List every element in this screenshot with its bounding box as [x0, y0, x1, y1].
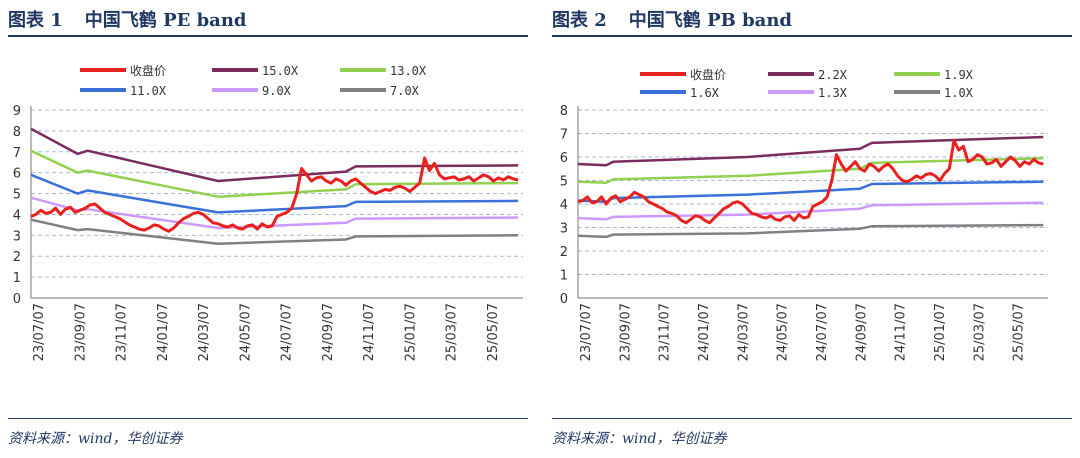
y-tick-label: 7	[560, 128, 568, 143]
legend-label: 11.0X	[130, 84, 167, 98]
x-tick-label: 24/05/07	[776, 303, 791, 361]
figure-title: 中国飞鹤 PB band	[628, 10, 793, 31]
pe-band-panel: 图表 1 中国飞鹤 PE band 0 1 2 3 4 5 6 7 8 9 23/07/07 23/09…	[8, 0, 528, 458]
title-rule	[552, 35, 1072, 37]
series-line	[30, 218, 519, 245]
legend-label: 2.2X	[818, 68, 848, 82]
y-tick-label: 3	[13, 229, 21, 244]
x-tick-label: 25/05/07	[486, 303, 501, 361]
y-tick-label: 0	[13, 292, 21, 307]
legend-label: 收盘价	[690, 67, 726, 82]
source-note: 资料来源：wind，华创证券	[8, 431, 183, 447]
y-tick-label: 5	[560, 175, 568, 190]
figure-label: 图表 1	[8, 10, 63, 31]
x-tick-label: 23/07/07	[32, 303, 47, 361]
x-tick-label: 25/05/07	[1012, 303, 1027, 361]
y-tick-label: 8	[13, 125, 21, 140]
y-tick-label: 4	[13, 208, 21, 223]
y-tick-label: 8	[560, 104, 568, 119]
x-tick-label: 24/03/07	[736, 303, 751, 361]
legend-label: 1.0X	[944, 86, 974, 100]
x-tick-label: 24/03/07	[197, 303, 212, 361]
series-line	[577, 180, 1044, 203]
x-tick-label: 23/09/07	[73, 303, 88, 361]
legend-label: 1.9X	[944, 68, 974, 82]
x-tick-label: 24/07/07	[815, 303, 830, 361]
title-rule	[8, 35, 528, 37]
legend-label: 1.6X	[690, 86, 720, 100]
legend-label: 收盘价	[130, 63, 166, 78]
series-line	[30, 173, 519, 214]
x-tick-label: 24/01/07	[697, 303, 712, 361]
x-tick-label: 25/03/07	[972, 303, 987, 361]
series-line	[577, 156, 1044, 185]
series-line	[577, 223, 1044, 239]
series-line	[577, 201, 1044, 221]
y-tick-label: 2	[560, 245, 568, 260]
legend-label: 9.0X	[262, 84, 292, 98]
chart-title: 图表 2 中国飞鹤 PB band	[552, 6, 792, 32]
y-tick-label: 1	[13, 271, 21, 286]
y-tick-label: 1	[560, 269, 568, 284]
pb-band-chart: 0 1 2 3 4 5 6 7 8 23/07/07 23/09/07 23/11/07 24/01/0…	[560, 67, 1048, 361]
pb-band-panel: 图表 2 中国飞鹤 PB band 0 1 2 3 4 5 6 7 8 23/07/07 23/09/…	[552, 0, 1072, 458]
y-tick-label: 5	[13, 188, 21, 203]
x-tick-label: 24/05/07	[238, 303, 253, 361]
legend-label: 13.0X	[390, 64, 427, 78]
series-line	[30, 149, 519, 198]
x-tick-label: 23/11/07	[658, 303, 673, 361]
y-tick-label: 7	[13, 146, 21, 161]
x-tick-label: 24/01/07	[156, 303, 171, 361]
y-tick-label: 2	[13, 250, 21, 265]
x-tick-label: 24/07/07	[280, 303, 295, 361]
x-tick-label: 24/11/07	[362, 303, 377, 361]
x-tick-label: 25/01/07	[933, 303, 948, 361]
source-rule	[552, 418, 1072, 419]
x-tick-label: 23/07/07	[579, 303, 594, 361]
y-tick-label: 3	[560, 222, 568, 237]
x-tick-label: 25/01/07	[403, 303, 418, 361]
legend-label: 15.0X	[262, 64, 299, 78]
x-tick-label: 24/09/07	[321, 303, 336, 361]
x-tick-label: 24/09/07	[854, 303, 869, 361]
source-rule	[8, 418, 528, 419]
y-tick-label: 9	[13, 104, 21, 119]
y-tick-label: 0	[560, 292, 568, 307]
pe-band-chart: 0 1 2 3 4 5 6 7 8 9 23/07/07 23/09/07 23/11/07 24/01/…	[13, 63, 523, 361]
series-line	[577, 139, 1044, 225]
y-tick-label: 6	[560, 151, 568, 166]
legend-label: 7.0X	[390, 84, 420, 98]
figure-title: 中国飞鹤 PE band	[84, 10, 247, 31]
source-note: 资料来源：wind，华创证券	[552, 431, 727, 447]
x-tick-label: 23/09/07	[618, 303, 633, 361]
x-tick-label: 23/11/07	[115, 303, 130, 361]
chart-title: 图表 1 中国飞鹤 PE band	[8, 6, 247, 32]
x-tick-label: 25/03/07	[445, 303, 460, 361]
y-tick-label: 4	[560, 198, 568, 213]
legend-label: 1.3X	[818, 86, 848, 100]
figure-label: 图表 2	[552, 10, 607, 31]
series-line	[30, 156, 519, 233]
series-line	[30, 127, 519, 183]
series-line	[577, 135, 1044, 167]
y-tick-label: 6	[13, 167, 21, 182]
x-tick-label: 24/11/07	[894, 303, 909, 361]
